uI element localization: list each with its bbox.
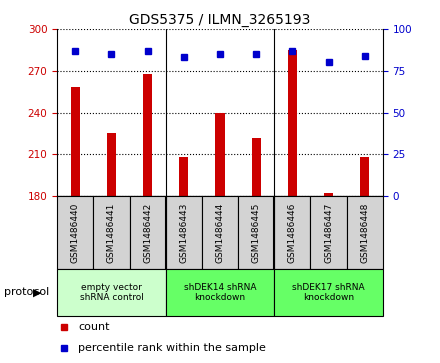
Bar bbox=[93, 196, 129, 269]
Text: protocol: protocol bbox=[4, 287, 50, 297]
Text: shDEK14 shRNA
knockdown: shDEK14 shRNA knockdown bbox=[184, 282, 256, 302]
Bar bbox=[202, 196, 238, 269]
Bar bbox=[274, 196, 311, 269]
Title: GDS5375 / ILMN_3265193: GDS5375 / ILMN_3265193 bbox=[129, 13, 311, 26]
Bar bbox=[274, 269, 383, 316]
Bar bbox=[288, 50, 297, 196]
Bar bbox=[360, 157, 369, 196]
Bar bbox=[57, 269, 166, 316]
Text: GSM1486441: GSM1486441 bbox=[107, 203, 116, 263]
Bar bbox=[311, 196, 347, 269]
Text: GSM1486442: GSM1486442 bbox=[143, 203, 152, 263]
Bar bbox=[216, 113, 224, 196]
Text: empty vector
shRNA control: empty vector shRNA control bbox=[80, 282, 143, 302]
Text: shDEK17 shRNA
knockdown: shDEK17 shRNA knockdown bbox=[292, 282, 365, 302]
Text: GSM1486443: GSM1486443 bbox=[180, 203, 188, 263]
Bar bbox=[71, 87, 80, 196]
Bar bbox=[143, 74, 152, 196]
Bar bbox=[57, 196, 93, 269]
Bar bbox=[347, 196, 383, 269]
Bar bbox=[129, 196, 166, 269]
Bar bbox=[238, 196, 274, 269]
Bar bbox=[324, 193, 333, 196]
Text: GSM1486440: GSM1486440 bbox=[71, 203, 80, 263]
Text: GSM1486444: GSM1486444 bbox=[216, 203, 224, 263]
Bar bbox=[252, 138, 260, 196]
Text: count: count bbox=[78, 322, 110, 332]
Bar bbox=[107, 133, 116, 196]
Text: ▶: ▶ bbox=[33, 287, 42, 297]
Text: GSM1486447: GSM1486447 bbox=[324, 203, 333, 263]
Bar bbox=[166, 196, 202, 269]
Text: GSM1486445: GSM1486445 bbox=[252, 203, 260, 263]
Text: GSM1486446: GSM1486446 bbox=[288, 203, 297, 263]
Text: percentile rank within the sample: percentile rank within the sample bbox=[78, 343, 266, 354]
Text: GSM1486448: GSM1486448 bbox=[360, 203, 369, 263]
Bar bbox=[166, 269, 274, 316]
Bar bbox=[180, 157, 188, 196]
